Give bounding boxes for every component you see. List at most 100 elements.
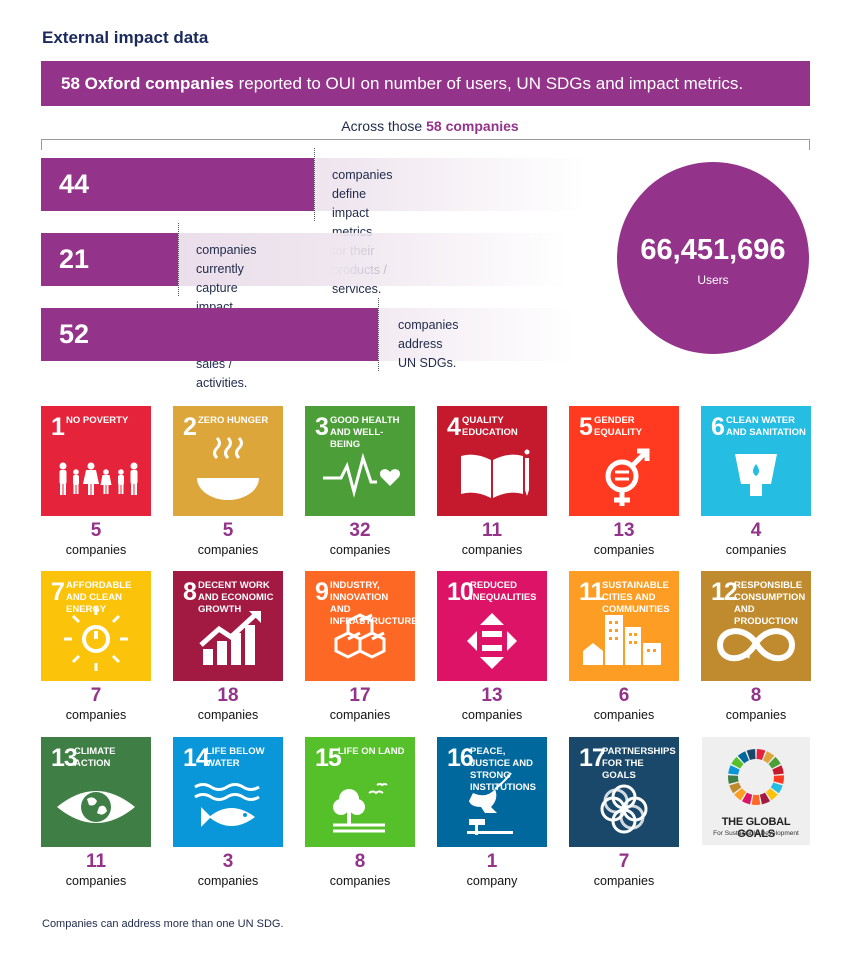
sdg-title: Quality education bbox=[462, 415, 518, 438]
sdg-title: Gender equality bbox=[594, 415, 643, 438]
sdg-count: 11 bbox=[85, 851, 107, 872]
fish-icon bbox=[194, 783, 260, 827]
sdg-count: 4 bbox=[750, 520, 762, 541]
sdg-count-unit: companies bbox=[65, 874, 127, 888]
sdg-tile-5: 5 Gender equality bbox=[569, 406, 679, 516]
stat-description: companies address UN SDGs. bbox=[398, 316, 458, 373]
bracket-divider bbox=[41, 139, 810, 150]
goals-wheel-segment bbox=[770, 782, 783, 794]
sdg-count: 6 bbox=[618, 685, 630, 706]
sdg-title: Responsible consumption and production bbox=[734, 580, 806, 627]
family-icon bbox=[59, 462, 138, 495]
sdg-number: 16 bbox=[447, 744, 474, 772]
sdg-count: 13 bbox=[613, 520, 635, 541]
sdg-number: 8 bbox=[183, 578, 197, 606]
city-icon bbox=[583, 615, 661, 665]
across-highlight: 58 companies bbox=[426, 118, 519, 134]
sdg-count: 7 bbox=[90, 685, 102, 706]
sdg-title: Affordable and clean energy bbox=[66, 580, 132, 615]
sdg-count-unit: companies bbox=[329, 874, 391, 888]
bowl-icon bbox=[197, 436, 259, 500]
goals-wheel-segment bbox=[768, 756, 781, 769]
goals-wheel-segment bbox=[728, 765, 740, 775]
goals-wheel-segment bbox=[759, 792, 771, 805]
sdg-tile-15: 15 Life on land bbox=[305, 737, 415, 847]
stat-line-1: companies address bbox=[398, 318, 459, 351]
sdg-count-unit: companies bbox=[65, 708, 127, 722]
sdg-tile-3: 3 Good health and well-being bbox=[305, 406, 415, 516]
summary-banner: 58 Oxford companies reported to OUI on n… bbox=[41, 61, 810, 106]
sdg-count-unit: companies bbox=[593, 543, 655, 557]
sdg-number: 7 bbox=[51, 578, 65, 606]
sdg-count: 7 bbox=[618, 851, 630, 872]
equal-arrows-icon bbox=[467, 613, 517, 669]
goals-wheel-segment bbox=[729, 782, 742, 794]
sdg-count: 11 bbox=[481, 520, 503, 541]
stat-divider bbox=[378, 298, 379, 371]
sdg-title: Life on land bbox=[338, 746, 405, 757]
sdg-title: Life below water bbox=[206, 746, 265, 769]
sdg-number: 9 bbox=[315, 578, 329, 606]
stat-line-1: companies currently capture impact bbox=[196, 243, 257, 314]
sdg-tile-11: 11 Sustainable cities and communities bbox=[569, 571, 679, 681]
sdg-count: 17 bbox=[349, 685, 371, 706]
water-icon bbox=[735, 454, 777, 496]
sdg-tile-16: 16 Peace, justice and strong institutions bbox=[437, 737, 547, 847]
goals-wheel-segment bbox=[731, 756, 744, 769]
sdg-count-unit: companies bbox=[593, 708, 655, 722]
sdg-title: Partnerships for the goals bbox=[602, 746, 676, 781]
sdg-count: 18 bbox=[217, 685, 239, 706]
infinity-icon bbox=[716, 628, 796, 662]
users-label: Users bbox=[697, 273, 729, 287]
sdg-tile-9: 9 Industry, innovation and infrastructure bbox=[305, 571, 415, 681]
goals-wheel-segment bbox=[737, 751, 749, 764]
sdg-title: Decent work and economic growth bbox=[198, 580, 274, 615]
sdg-number: 5 bbox=[579, 413, 593, 441]
sun-power-icon bbox=[64, 607, 128, 671]
global-goals-title: THE GLOBAL GOALS bbox=[721, 816, 791, 840]
global-goals-logo: THE GLOBAL GOALS For Sustainable Develop… bbox=[702, 737, 810, 845]
sdg-count-unit: companies bbox=[197, 543, 259, 557]
sdg-title: No poverty bbox=[66, 415, 129, 426]
sdg-number: 14 bbox=[183, 744, 210, 772]
tree-icon bbox=[333, 783, 388, 833]
sdg-tile-14: 14 Life below water bbox=[173, 737, 283, 847]
goals-wheel-segment bbox=[772, 765, 784, 775]
global-goals-subtitle: For Sustainable Development bbox=[713, 830, 799, 837]
goals-wheel-segment bbox=[746, 749, 756, 761]
earth-eye-icon bbox=[57, 791, 135, 823]
heartbeat-icon bbox=[323, 452, 401, 498]
goals-wheel-segment bbox=[763, 751, 775, 764]
sdg-count-unit: companies bbox=[65, 543, 127, 557]
sdg-count: 1 bbox=[486, 851, 498, 872]
sdg-number: 11 bbox=[579, 578, 604, 606]
goals-wheel-segment bbox=[728, 775, 739, 784]
sdg-number: 2 bbox=[183, 413, 197, 441]
goals-wheel-icon bbox=[728, 749, 784, 805]
footnote: Companies can address more than one UN S… bbox=[42, 918, 284, 930]
sdg-count-unit: companies bbox=[461, 543, 523, 557]
sdg-tile-8: 8 Decent work and economic growth bbox=[173, 571, 283, 681]
sdg-tile-7: 7 Affordable and clean energy bbox=[41, 571, 151, 681]
stat-bar: 21 bbox=[41, 233, 178, 286]
goals-wheel-segment bbox=[734, 788, 747, 801]
sdg-count-unit: companies bbox=[197, 874, 259, 888]
sdg-tile-2: 2 Zero hunger bbox=[173, 406, 283, 516]
cubes-icon bbox=[334, 613, 386, 659]
sdg-count: 8 bbox=[750, 685, 762, 706]
sdg-number: 12 bbox=[711, 578, 738, 606]
sdg-tile-6: 6 Clean water and sanitation bbox=[701, 406, 811, 516]
sdg-number: 6 bbox=[711, 413, 725, 441]
sdg-tile-13: 13 Climate action bbox=[41, 737, 151, 847]
goals-wheel-segment bbox=[765, 788, 778, 801]
sdg-count: 8 bbox=[354, 851, 366, 872]
sdg-count-unit: companies bbox=[461, 708, 523, 722]
sdg-count: 32 bbox=[349, 520, 371, 541]
sdg-count-unit: companies bbox=[593, 874, 655, 888]
sdg-number: 4 bbox=[447, 413, 461, 441]
sdg-count: 5 bbox=[222, 520, 234, 541]
stat-divider bbox=[178, 223, 179, 296]
sdg-title: Zero hunger bbox=[198, 415, 269, 426]
page-title: External impact data bbox=[42, 28, 209, 47]
sdg-count: 5 bbox=[90, 520, 102, 541]
